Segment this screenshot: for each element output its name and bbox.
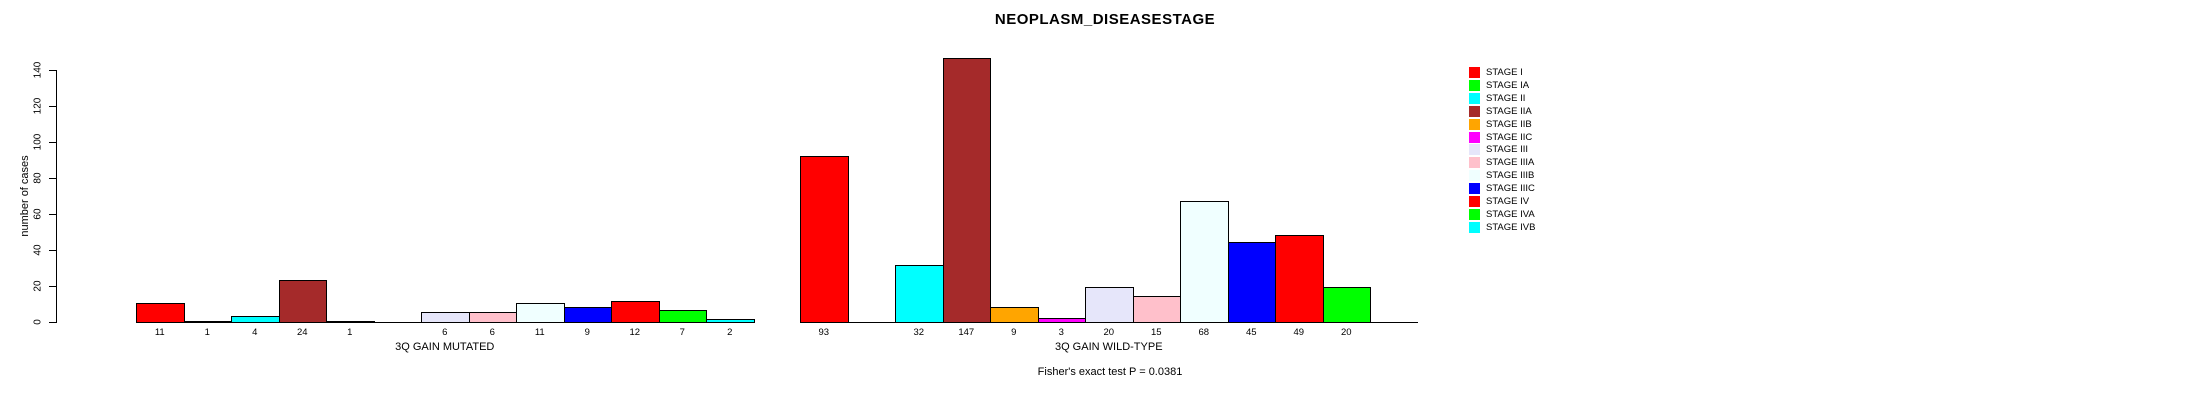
legend-label: STAGE IIIA	[1486, 157, 1535, 169]
bar-stage-iia	[942, 58, 991, 323]
bar-stage-iic	[1037, 318, 1086, 323]
legend-swatch	[1469, 131, 1480, 143]
bar-count-label: 93	[818, 327, 830, 338]
bar-count-label: 11	[534, 327, 545, 338]
y-tick	[49, 105, 56, 107]
bar-count-label: 7	[679, 327, 685, 338]
bar-stage-iiic	[563, 307, 612, 323]
legend-swatch	[1469, 67, 1480, 78]
bar-count-label: 49	[1293, 327, 1305, 338]
bar-stage-iia	[278, 280, 327, 323]
bar-count-label: 1	[204, 327, 210, 338]
bar-count-label: 45	[1245, 327, 1257, 338]
bar-stage-iv	[1275, 235, 1324, 323]
bar-count-label: 32	[913, 327, 925, 338]
legend-label: STAGE IIC	[1486, 131, 1533, 143]
y-tick	[49, 69, 56, 71]
bar-count-label: 20	[1103, 327, 1115, 338]
legend-label: STAGE III	[1486, 144, 1529, 156]
bar-count-label: 20	[1340, 327, 1352, 338]
bar-count-label: 68	[1198, 327, 1210, 338]
bar-count-label: 12	[629, 327, 641, 338]
bar-stage-iiib	[1180, 201, 1229, 323]
y-tick-label: 140	[32, 61, 44, 79]
bar-stage-iii	[1085, 287, 1134, 323]
bar-count-label: 1	[347, 327, 353, 338]
bar-stage-iva	[1322, 287, 1371, 323]
y-tick-label: 0	[32, 319, 44, 325]
bar-stage-iii	[421, 312, 470, 323]
fishers-test-annotation: Fisher's exact test P = 0.0381	[1037, 366, 1183, 378]
bar-count-label: 2	[727, 327, 733, 338]
bar-count-label: 6	[442, 327, 448, 338]
bar-stage-iiia	[1132, 296, 1181, 323]
bar-count-label: 9	[584, 327, 590, 338]
y-tick-label: 40	[32, 244, 44, 256]
y-tick	[49, 285, 56, 287]
y-tick	[49, 213, 56, 215]
bar-count-label: 9	[1011, 327, 1017, 338]
bar-stage-ia	[183, 321, 232, 323]
legend-swatch	[1469, 183, 1480, 195]
legend-label: STAGE IV	[1486, 196, 1530, 207]
bar-stage-ii	[895, 265, 944, 323]
bar-count-label: 24	[296, 327, 308, 338]
bar-stage-iiic	[1227, 242, 1276, 323]
bar-stage-ii	[231, 316, 280, 323]
legend-swatch	[1469, 170, 1480, 182]
y-tick-label: 20	[32, 280, 44, 292]
group-xlabel: 3Q GAIN MUTATED	[395, 341, 495, 353]
y-tick-label: 100	[32, 133, 44, 151]
bar-stage-iiia	[468, 312, 517, 323]
legend-label: STAGE IVB	[1486, 221, 1536, 233]
bar-stage-iib	[326, 321, 375, 323]
bar-stage-i	[800, 156, 849, 323]
bar-stage-ivb	[706, 319, 755, 323]
bar-count-label: 4	[252, 327, 258, 338]
legend-label: STAGE IIIC	[1486, 183, 1535, 195]
legend-label: STAGE II	[1486, 92, 1526, 104]
bar-count-label: 6	[489, 327, 495, 338]
legend-swatch	[1469, 92, 1480, 104]
bar-count-label: 15	[1150, 327, 1162, 338]
y-tick-label: 80	[32, 172, 44, 184]
legend-swatch	[1469, 105, 1480, 117]
legend-label: STAGE IIIB	[1486, 170, 1535, 182]
bar-count-label: 3	[1058, 327, 1064, 338]
y-tick	[49, 249, 56, 251]
legend-label: STAGE IIB	[1486, 118, 1532, 130]
y-tick	[49, 177, 56, 179]
bar-stage-iva	[658, 310, 707, 323]
y-tick	[49, 141, 56, 143]
bar-count-label: 11	[154, 327, 165, 338]
legend-label: STAGE I	[1486, 67, 1523, 78]
chart-title: NEOPLASM_DISEASESTAGE	[994, 11, 1216, 28]
legend-swatch	[1469, 79, 1480, 91]
bar-count-label: 147	[958, 327, 975, 338]
legend-label: STAGE IIA	[1486, 105, 1532, 117]
legend-swatch	[1469, 144, 1480, 156]
legend-label: STAGE IA	[1486, 79, 1530, 91]
legend-swatch	[1469, 208, 1480, 220]
group-xlabel: 3Q GAIN WILD-TYPE	[1054, 341, 1163, 353]
bar-stage-iib	[990, 307, 1039, 323]
y-tick	[49, 321, 56, 323]
bar-stage-i	[136, 303, 185, 323]
legend-swatch	[1469, 196, 1480, 207]
y-axis-line	[56, 70, 57, 323]
legend-swatch	[1469, 157, 1480, 169]
legend-label: STAGE IVA	[1486, 208, 1535, 220]
y-axis-title: number of cases	[19, 155, 31, 237]
y-tick-label: 120	[32, 97, 44, 115]
bar-stage-iiib	[516, 303, 565, 323]
legend-swatch	[1469, 118, 1480, 130]
y-tick-label: 60	[32, 208, 44, 220]
legend-swatch	[1469, 221, 1480, 233]
bar-stage-iv	[611, 301, 660, 323]
